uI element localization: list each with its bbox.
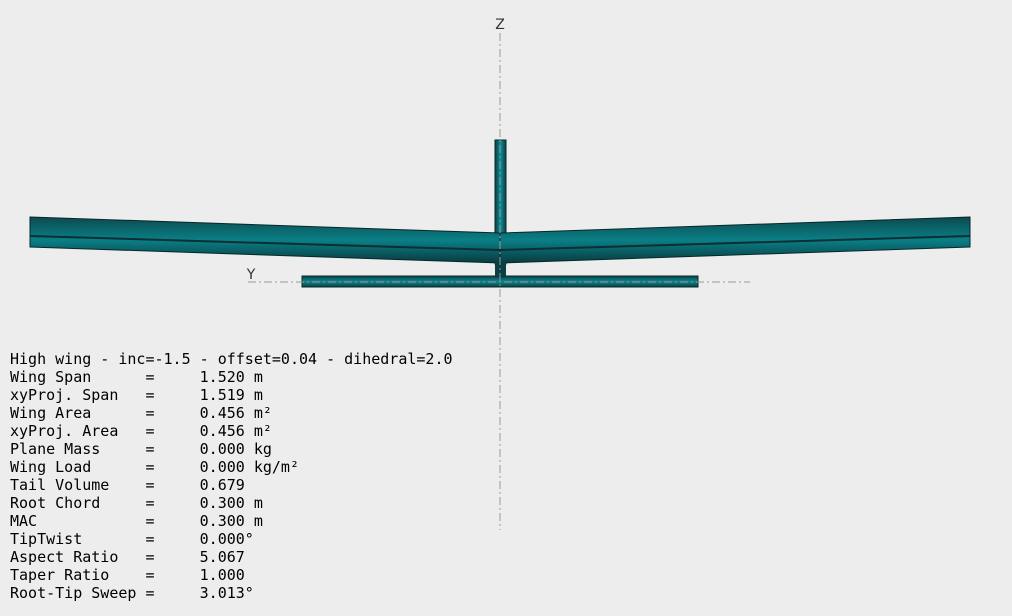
axes — [248, 33, 750, 530]
info-line: Wing Area = 0.456 m² — [10, 404, 272, 422]
left-wing — [29, 216, 501, 264]
info-line: Root Chord = 0.300 m — [10, 494, 263, 512]
info-line: Taper Ratio = 1.000 — [10, 566, 245, 584]
info-line: Root-Tip Sweep = 3.013° — [10, 584, 254, 602]
info-line: Plane Mass = 0.000 kg — [10, 440, 272, 458]
z-axis-label: Z — [495, 17, 505, 33]
info-line: Aspect Ratio = 5.067 — [10, 548, 245, 566]
info-line: Tail Volume = 0.679 — [10, 476, 245, 494]
info-line: Wing Load = 0.000 kg/m² — [10, 458, 299, 476]
info-line: TipTwist = 0.000° — [10, 530, 254, 548]
info-line: MAC = 0.300 m — [10, 512, 263, 530]
wing-edge — [29, 235, 971, 252]
right-wing — [499, 216, 971, 264]
info-line: Wing Span = 1.520 m — [10, 368, 263, 386]
info-line: xyProj. Area = 0.456 m² — [10, 422, 272, 440]
info-line: xyProj. Span = 1.519 m — [10, 386, 263, 404]
info-title: High wing - inc=-1.5 - offset=0.04 - dih… — [10, 350, 453, 368]
y-axis-label: Y — [246, 267, 256, 283]
